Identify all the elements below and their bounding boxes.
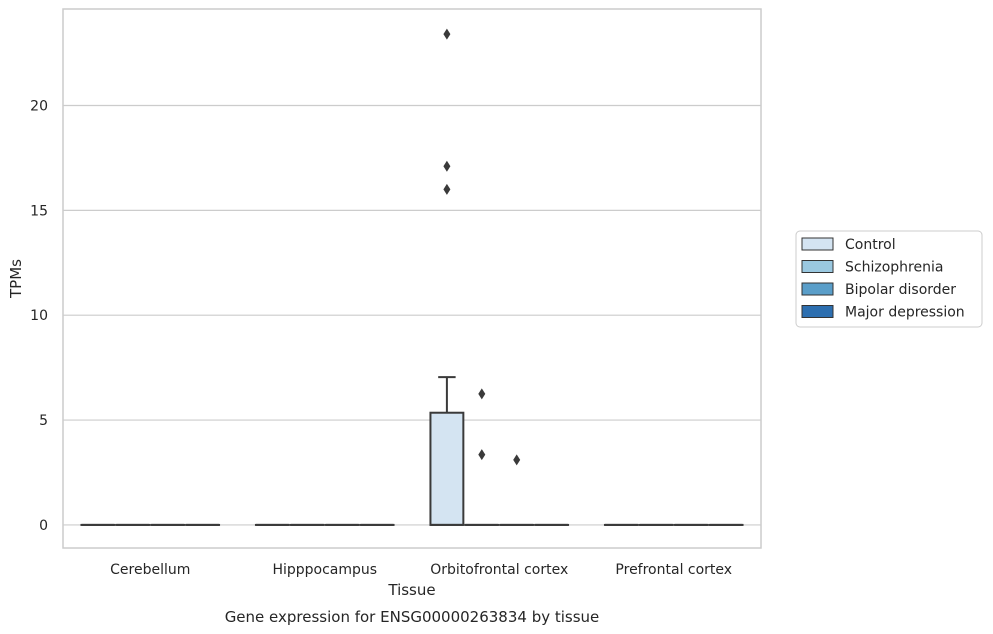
y-tick-label: 10 bbox=[30, 308, 48, 324]
y-tick-label: 0 bbox=[39, 518, 48, 534]
legend-swatch bbox=[801, 260, 834, 273]
box bbox=[429, 411, 465, 526]
x-axis-label: Tissue bbox=[387, 581, 435, 599]
outlier-point bbox=[443, 28, 451, 40]
outlier-point bbox=[443, 183, 451, 195]
x-tick-label: Hipppocampus bbox=[272, 562, 377, 578]
outlier-point bbox=[513, 454, 521, 466]
box-plot-marks bbox=[80, 28, 744, 526]
legend-label: Major depression bbox=[845, 305, 965, 321]
chart-caption: Gene expression for ENSG00000263834 by t… bbox=[225, 608, 600, 626]
y-tick-label: 5 bbox=[39, 413, 48, 429]
legend-box bbox=[795, 230, 983, 328]
y-tick-labels: 0 5 10 15 20 bbox=[30, 98, 48, 533]
legend-swatch bbox=[801, 282, 834, 296]
y-tick-label: 20 bbox=[30, 98, 48, 114]
legend-swatch bbox=[801, 237, 834, 251]
legend-label: Control bbox=[845, 237, 896, 253]
x-tick-label: Prefrontal cortex bbox=[615, 562, 732, 578]
y-gridlines bbox=[63, 104, 761, 526]
x-tick-label: Cerebellum bbox=[110, 562, 190, 578]
y-axis-label: TPMs bbox=[7, 259, 25, 299]
plot-frame bbox=[62, 8, 762, 549]
legend-label: Bipolar disorder bbox=[845, 282, 956, 298]
legend: Control Schizophrenia Bipolar disorder Majo… bbox=[795, 230, 983, 328]
x-tick-labels: Cerebellum Hipppocampus Orbitofrontal cort… bbox=[110, 562, 732, 578]
outlier-point bbox=[478, 388, 486, 400]
outlier-point bbox=[478, 449, 486, 461]
legend-label: Schizophrenia bbox=[845, 260, 943, 276]
y-tick-label: 15 bbox=[30, 203, 48, 219]
x-tick-label: Orbitofrontal cortex bbox=[430, 562, 568, 578]
legend-swatch bbox=[801, 305, 834, 318]
outlier-point bbox=[443, 160, 451, 172]
